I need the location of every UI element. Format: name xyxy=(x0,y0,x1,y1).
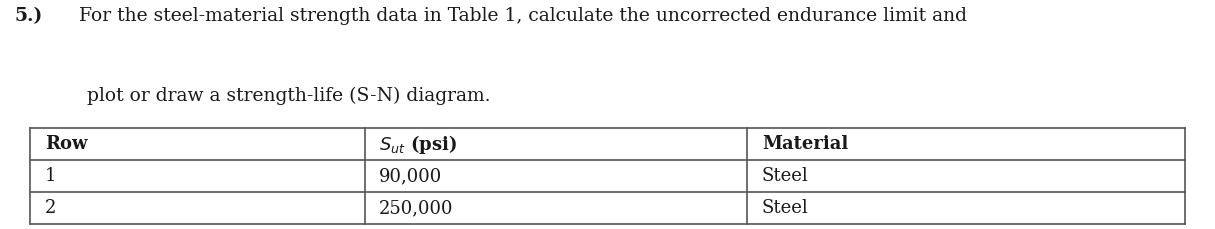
Text: 1: 1 xyxy=(45,167,56,185)
Text: Steel: Steel xyxy=(762,167,808,185)
Text: $\mathit{S}_{ut}$ (psi): $\mathit{S}_{ut}$ (psi) xyxy=(379,133,457,156)
Text: Material: Material xyxy=(762,135,848,153)
Text: 90,000: 90,000 xyxy=(379,167,442,185)
Text: 5.): 5.) xyxy=(15,7,43,25)
Text: plot or draw a strength-life (S-N) diagram.: plot or draw a strength-life (S-N) diagr… xyxy=(87,87,491,105)
Text: 2: 2 xyxy=(45,199,56,217)
Text: For the steel-material strength data in Table 1, calculate the uncorrected endur: For the steel-material strength data in … xyxy=(79,7,967,25)
Text: Steel: Steel xyxy=(762,199,808,217)
Text: 250,000: 250,000 xyxy=(379,199,453,217)
Text: Row: Row xyxy=(45,135,87,153)
